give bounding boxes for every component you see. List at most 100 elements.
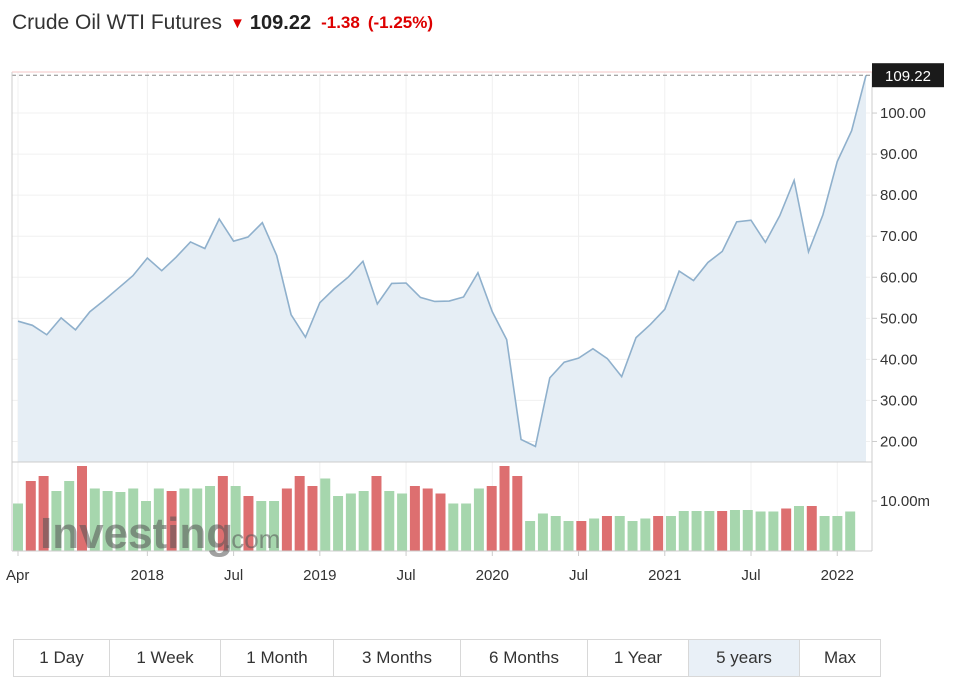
price-change: -1.38 (321, 13, 360, 32)
time-tick-label: Apr (6, 567, 29, 584)
volume-bar (38, 476, 49, 551)
volume-bar (704, 511, 715, 551)
volume-bar (141, 501, 152, 551)
price-tick-label: 90.00 (880, 146, 918, 163)
volume-bar (192, 488, 203, 551)
volume-bar (13, 503, 23, 551)
chart-axes (11, 71, 873, 552)
volume-bar (691, 511, 702, 551)
volume-bar (473, 488, 484, 551)
volume-bar (563, 521, 574, 551)
volume-bar (307, 486, 318, 551)
quote-header: Crude Oil WTI Futures ▼ 109.22 -1.38 (-1… (12, 8, 433, 38)
volume-bar (77, 466, 88, 551)
volume-bar (832, 516, 843, 551)
price-tick-label: 70.00 (880, 228, 918, 245)
volume-bar (665, 516, 676, 551)
tab-3-months[interactable]: 3 Months (334, 640, 461, 676)
price-tick-label: 80.00 (880, 187, 918, 204)
volume-bar (614, 516, 625, 551)
time-tick-label: 2019 (303, 567, 336, 584)
volume-bar (819, 516, 830, 551)
volume-bar (256, 501, 267, 551)
tab-1-day[interactable]: 1 Day (14, 640, 110, 676)
price-tick-label: 40.00 (880, 351, 918, 368)
volume-bar (653, 516, 664, 551)
volume-bar (589, 518, 600, 551)
volume-bar (755, 511, 766, 551)
volume-bar (742, 510, 753, 551)
volume-bar (51, 491, 62, 551)
watermark-suffix: .com (224, 524, 280, 554)
volume-bar (371, 476, 382, 551)
volume-bar (384, 491, 395, 551)
volume-bar (358, 491, 369, 551)
volume-bar (320, 478, 331, 551)
volume-bar (179, 488, 190, 551)
volume-bar (781, 508, 792, 551)
volume-bar (576, 521, 587, 551)
volume-bar (717, 511, 728, 551)
volume-bar (768, 511, 779, 551)
volume-bar (269, 501, 280, 551)
tab-6-months[interactable]: 6 Months (461, 640, 588, 676)
volume-bar (550, 516, 561, 551)
time-tick-label: Jul (224, 567, 243, 584)
volume-bar (640, 518, 651, 551)
tab-1-month[interactable]: 1 Month (221, 640, 334, 676)
time-tick-label: 2020 (476, 567, 509, 584)
volume-bar (845, 511, 856, 551)
volume-bar (537, 513, 548, 551)
volume-bar (397, 493, 408, 551)
volume-bar (333, 496, 344, 551)
volume-bar (793, 506, 804, 551)
volume-bar (115, 492, 126, 551)
volume-bar (102, 491, 113, 551)
last-price-tag-label: 109.22 (885, 68, 931, 85)
price-tick-label: 50.00 (880, 310, 918, 327)
price-tick-label: 60.00 (880, 269, 918, 286)
tab-1-year[interactable]: 1 Year (588, 640, 689, 676)
price-tick-label: 100.00 (880, 105, 926, 122)
time-tick-label: Jul (741, 567, 760, 584)
price-chart: 20.00 30.00 40.00 50.00 60.00 70.00 80.00 90.00… (6, 63, 944, 584)
volume-bar (422, 488, 433, 551)
price-line (17, 75, 867, 448)
time-tick-label: 2018 (131, 567, 164, 584)
volume-bar (601, 516, 612, 551)
volume-bar (243, 496, 254, 551)
down-arrow-icon: ▼ (230, 14, 245, 32)
volume-bar (486, 486, 497, 551)
watermark-brand: Investing (40, 509, 233, 558)
volume-bar (729, 510, 740, 551)
volume-bars (13, 466, 856, 551)
investing-watermark: Investing .com (40, 509, 280, 558)
volume-bar (627, 521, 638, 551)
tab-1-week[interactable]: 1 Week (110, 640, 221, 676)
volume-bar (499, 466, 510, 551)
last-price-tag: 109.22 (872, 63, 944, 88)
volume-bar (806, 506, 817, 551)
volume-bar (678, 511, 689, 551)
time-tick-label: Jul (569, 567, 588, 584)
time-tick-label: 2021 (648, 567, 681, 584)
volume-bar (281, 488, 292, 551)
price-change-percent: (-1.25%) (367, 13, 434, 32)
volume-bar (64, 481, 75, 551)
time-axis-ticks: Apr 2018 Jul 2019 Jul 2020 Jul 2021 Jul 2022 (6, 551, 854, 584)
last-price-tag-bg (872, 63, 944, 88)
price-tick-label: 20.00 (880, 433, 918, 450)
range-tabs: 1 Day 1 Week 1 Month 3 Months 6 Months 1 Year… (13, 639, 881, 677)
tab-5-years[interactable]: 5 years (689, 640, 800, 676)
volume-tick-label: 10.00m (880, 493, 930, 510)
volume-bar (230, 486, 241, 551)
volume-bar (512, 476, 523, 551)
volume-bar (25, 481, 36, 551)
volume-bar (166, 491, 177, 551)
tab-max[interactable]: Max (800, 640, 880, 676)
volume-bar (89, 488, 100, 551)
volume-bar (409, 486, 420, 551)
last-price: 109.22 (249, 11, 312, 34)
volume-bar (448, 503, 459, 551)
price-axis-ticks: 20.00 30.00 40.00 50.00 60.00 70.00 80.00 90.00… (872, 105, 930, 510)
